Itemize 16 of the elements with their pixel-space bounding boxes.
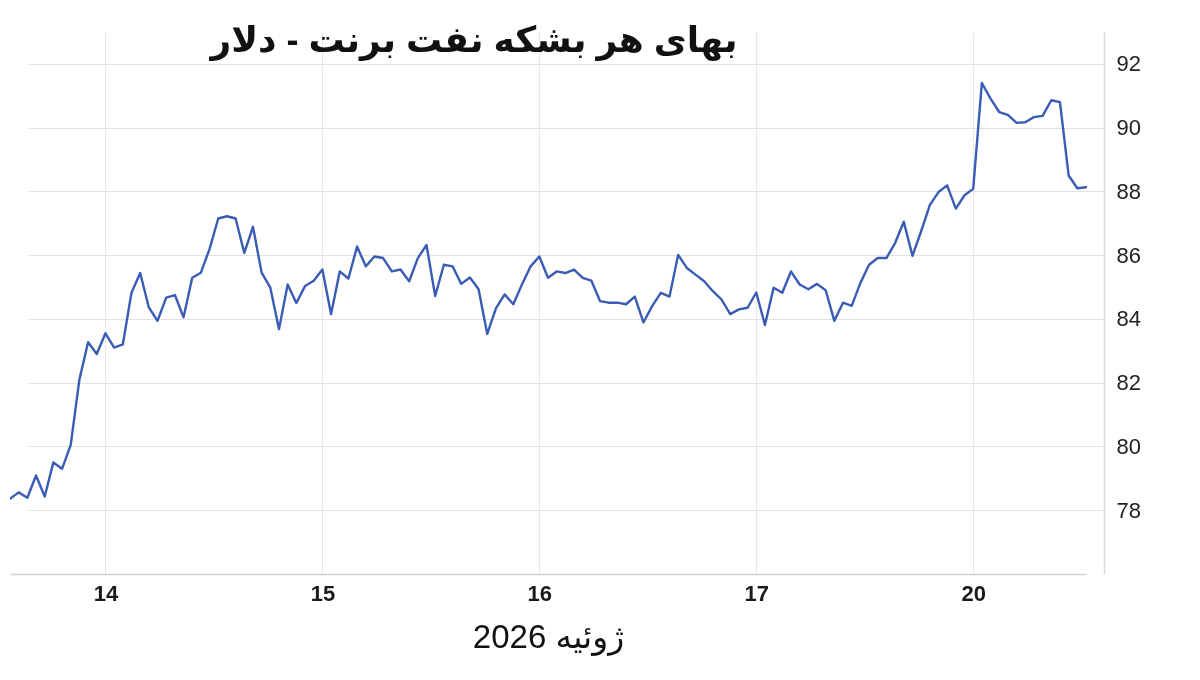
x-tick-label: 16 [527, 580, 553, 606]
x-axis-title: ژوئیه 2026 [472, 617, 625, 656]
y-tick-label: 82 [1116, 370, 1141, 396]
y-tick-label: 84 [1116, 306, 1141, 332]
y-tick-label: 86 [1116, 242, 1141, 268]
y-tick-label: 92 [1116, 51, 1141, 77]
x-tick-label: 17 [744, 580, 769, 606]
line-series [10, 81, 1088, 500]
y-tick-label: 80 [1116, 433, 1141, 459]
y-tick-label: 90 [1116, 115, 1141, 141]
x-tick-label: 20 [961, 580, 986, 606]
y-tick-label: 78 [1116, 497, 1141, 523]
y-tick-label: 88 [1116, 178, 1141, 204]
x-tick-label: 15 [310, 580, 336, 606]
x-tick-label: 14 [93, 580, 119, 606]
chart-title: بهای هر بشکه نفت برنت - دلار [208, 19, 738, 61]
